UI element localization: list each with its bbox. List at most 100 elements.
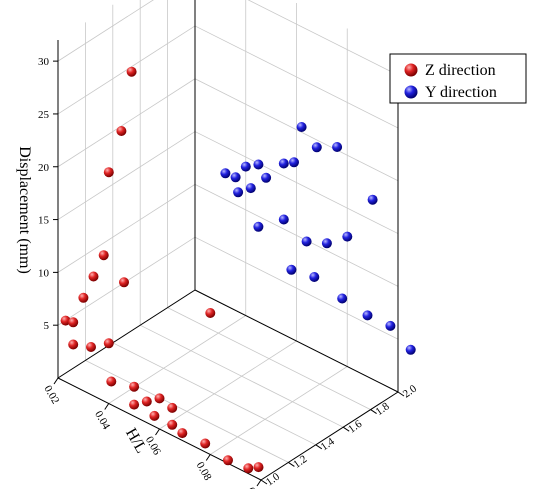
y-tick-label: 1.0 <box>264 470 283 488</box>
point-z-direction <box>98 250 109 261</box>
y-tick <box>260 479 268 485</box>
point-z-direction <box>78 292 89 303</box>
point-z-direction <box>116 126 127 136</box>
floor-grid-line <box>140 324 344 428</box>
left-floor-edge <box>57 289 196 379</box>
point-z-direction <box>68 339 79 350</box>
floor-grid-line <box>167 307 371 410</box>
point-y-direction <box>261 172 272 183</box>
point-y-direction <box>405 344 416 355</box>
point-y-direction <box>301 236 312 247</box>
point-y-direction <box>278 158 289 169</box>
z-axis-label: Displacement (mm) <box>16 146 33 274</box>
x-tick <box>53 377 59 385</box>
right-wall-grid-line <box>194 184 399 287</box>
point-y-direction <box>296 122 307 132</box>
z-tick-label: 20 <box>38 162 50 174</box>
floor-grid-line <box>112 342 316 446</box>
point-z-direction <box>223 455 233 466</box>
point-z-direction <box>119 277 129 288</box>
point-z-direction <box>200 438 211 449</box>
y-tick-label: 1.4 <box>319 435 338 453</box>
z-tick-label: 15 <box>38 215 50 227</box>
z-tick-label: 25 <box>38 109 50 121</box>
point-y-direction <box>362 310 373 321</box>
point-y-direction <box>286 264 297 275</box>
left-wall-grid-line <box>57 131 196 220</box>
floor-grid-line <box>108 315 246 404</box>
y-tick-label: 2.0 <box>401 382 420 400</box>
left-wall-grid-line <box>57 0 154 62</box>
point-z-direction <box>167 419 178 430</box>
point-y-direction <box>367 194 378 205</box>
back-floor-edge <box>194 289 399 393</box>
right-wall-grid-line <box>194 78 399 182</box>
point-y-direction <box>385 320 396 331</box>
floor-grid-line <box>159 340 297 430</box>
legend-marker-z-direction <box>404 63 418 77</box>
right-wall-grid-line <box>194 25 399 129</box>
legend-marker-y-direction <box>404 85 418 99</box>
y-tick-label: 1.8 <box>373 400 392 418</box>
point-y-direction <box>321 238 332 249</box>
x-tick <box>155 428 160 436</box>
right-wall-grid-line <box>194 236 399 340</box>
x-tick-label: 0.08 <box>194 460 214 483</box>
point-z-direction <box>205 308 216 318</box>
left-wall-grid-line <box>57 184 196 273</box>
x-tick <box>256 479 262 487</box>
x-axis-label: H/L <box>122 425 150 456</box>
point-y-direction <box>278 214 289 225</box>
point-y-direction <box>289 157 299 168</box>
point-z-direction <box>106 376 117 387</box>
point-z-direction <box>103 167 114 178</box>
point-z-direction <box>141 396 152 407</box>
point-z-direction <box>243 463 254 474</box>
point-z-direction <box>253 462 264 473</box>
y-tick <box>288 461 295 467</box>
z-tick-label: 30 <box>38 56 50 68</box>
x-tick <box>205 454 211 461</box>
floor-grid-line <box>85 360 289 463</box>
point-z-direction <box>167 402 178 413</box>
point-z-direction <box>68 317 79 328</box>
point-y-direction <box>332 142 343 152</box>
x-tick-label: 0.10 <box>244 486 264 489</box>
x-tick-label: 0.02 <box>41 384 61 407</box>
point-y-direction <box>311 142 322 153</box>
left-wall-grid-line <box>57 25 196 115</box>
point-y-direction <box>337 293 348 304</box>
right-wall-grid-line <box>247 0 399 76</box>
left-wall-grid-line <box>57 78 196 168</box>
legend: Z direction Y direction <box>389 53 527 104</box>
y-tick <box>370 409 377 415</box>
legend-label-y-direction: Y direction <box>425 84 497 101</box>
point-z-direction <box>86 342 96 352</box>
point-z-direction <box>149 410 160 421</box>
y-axis-line <box>260 391 399 481</box>
point-z-direction <box>103 338 114 349</box>
point-z-direction <box>129 399 140 410</box>
y-tick <box>315 444 323 450</box>
point-z-direction <box>154 393 165 404</box>
x-tick <box>104 403 110 410</box>
point-y-direction <box>245 183 256 194</box>
z-tick-label: 5 <box>44 320 50 332</box>
right-wall-grid-line <box>194 131 399 234</box>
point-y-direction <box>240 161 251 172</box>
point-z-direction <box>177 428 188 439</box>
point-z-direction <box>60 315 71 326</box>
point-z-direction <box>126 66 137 77</box>
y-tick-label: 1.6 <box>346 418 365 436</box>
point-y-direction <box>309 272 320 282</box>
y-tick-label: 1.2 <box>291 453 309 471</box>
point-y-direction <box>342 231 353 242</box>
point-y-direction <box>220 168 231 179</box>
point-z-direction <box>129 381 140 392</box>
point-y-direction <box>253 159 264 170</box>
z-tick-label: 10 <box>38 267 50 279</box>
legend-label-z-direction: Z direction <box>425 62 496 79</box>
x-tick-label: 0.04 <box>92 409 112 432</box>
point-z-direction <box>88 271 99 282</box>
